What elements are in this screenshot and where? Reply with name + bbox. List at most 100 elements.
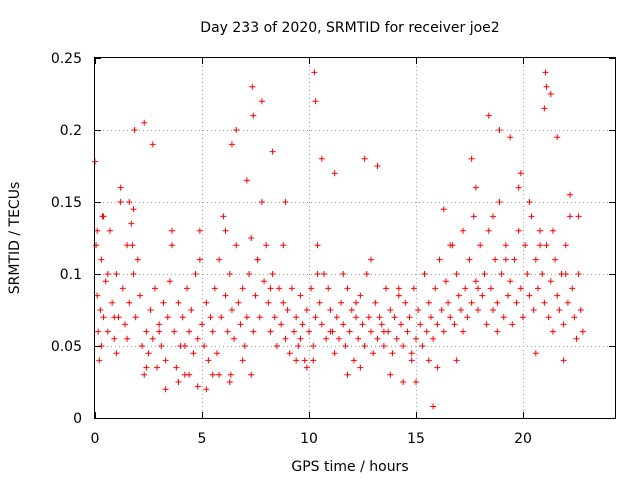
data-point	[404, 328, 411, 335]
data-point	[575, 271, 582, 277]
data-point	[537, 242, 544, 249]
data-point	[173, 364, 180, 371]
data-point	[552, 256, 559, 263]
data-point	[468, 155, 475, 162]
data-point	[477, 242, 484, 249]
data-point	[312, 314, 319, 321]
data-point	[412, 379, 419, 385]
data-point	[111, 314, 118, 321]
data-point	[301, 357, 308, 364]
data-point	[361, 343, 368, 349]
data-point	[419, 343, 426, 349]
data-point	[117, 184, 124, 191]
data-point	[160, 299, 167, 306]
y-tick-labels: 0 0.05 0.1 0.15 0.2 0.25	[51, 51, 82, 427]
data-point	[453, 357, 460, 364]
data-point	[158, 343, 165, 349]
data-point	[363, 271, 370, 277]
data-point	[408, 350, 415, 357]
data-point	[344, 371, 351, 378]
data-point	[156, 328, 163, 335]
data-point	[496, 199, 503, 205]
data-point	[543, 242, 550, 249]
data-point	[94, 292, 101, 299]
data-point	[286, 350, 293, 357]
data-point	[235, 299, 242, 306]
data-point	[100, 314, 107, 321]
data-point	[288, 285, 295, 292]
data-point	[554, 134, 561, 141]
data-point	[267, 285, 274, 292]
data-point	[227, 371, 234, 378]
data-point	[102, 278, 109, 285]
data-point	[353, 314, 360, 321]
data-point	[425, 299, 432, 306]
data-point	[387, 307, 394, 313]
data-point	[154, 364, 161, 371]
y-axis-label: SRMTID / TECUs	[7, 182, 23, 295]
data-point	[487, 285, 494, 292]
data-point	[342, 343, 349, 349]
data-point	[577, 307, 584, 313]
data-point	[554, 292, 561, 299]
data-point	[483, 321, 490, 328]
data-point	[143, 364, 150, 371]
data-point	[282, 335, 289, 342]
data-point	[406, 314, 413, 321]
data-point	[121, 321, 128, 328]
data-point	[335, 335, 342, 342]
data-point	[511, 256, 518, 263]
data-point	[269, 271, 276, 277]
data-point	[124, 242, 131, 249]
data-point	[299, 321, 306, 328]
data-point	[545, 314, 552, 321]
data-point	[494, 328, 501, 335]
data-point	[250, 112, 257, 119]
data-point	[280, 299, 287, 306]
data-point	[400, 379, 407, 385]
data-point	[537, 227, 544, 234]
data-point	[331, 350, 338, 357]
data-point	[100, 213, 107, 220]
data-point	[528, 213, 535, 220]
data-point	[509, 321, 516, 328]
data-point	[149, 141, 156, 148]
data-point	[355, 335, 362, 342]
data-point	[556, 307, 563, 313]
data-point	[427, 314, 434, 321]
data-point	[93, 242, 100, 249]
data-point	[310, 343, 317, 349]
data-point	[378, 321, 385, 328]
data-point	[327, 328, 334, 335]
data-point	[106, 227, 113, 234]
data-point	[455, 292, 462, 299]
data-point	[136, 292, 143, 299]
data-point	[361, 155, 368, 162]
data-point	[175, 379, 182, 385]
data-point	[447, 314, 454, 321]
data-point	[526, 292, 533, 299]
x-tick-label: 10	[300, 431, 318, 447]
data-point	[436, 256, 443, 263]
data-point	[113, 350, 120, 357]
data-point	[239, 285, 246, 292]
data-point	[451, 321, 458, 328]
data-point	[372, 299, 379, 306]
grid-lines	[95, 58, 615, 418]
data-point	[430, 403, 437, 410]
data-point	[113, 271, 120, 277]
data-point	[96, 357, 103, 364]
data-point	[547, 91, 554, 97]
data-point	[310, 357, 317, 364]
data-point	[141, 371, 148, 378]
data-point	[233, 127, 240, 133]
data-point	[196, 256, 203, 263]
data-point	[430, 335, 437, 342]
data-point	[549, 328, 556, 335]
data-point	[312, 98, 319, 105]
data-point	[380, 343, 387, 349]
data-point	[318, 321, 325, 328]
data-point	[466, 256, 473, 263]
data-point	[267, 328, 274, 335]
data-point	[434, 364, 441, 371]
